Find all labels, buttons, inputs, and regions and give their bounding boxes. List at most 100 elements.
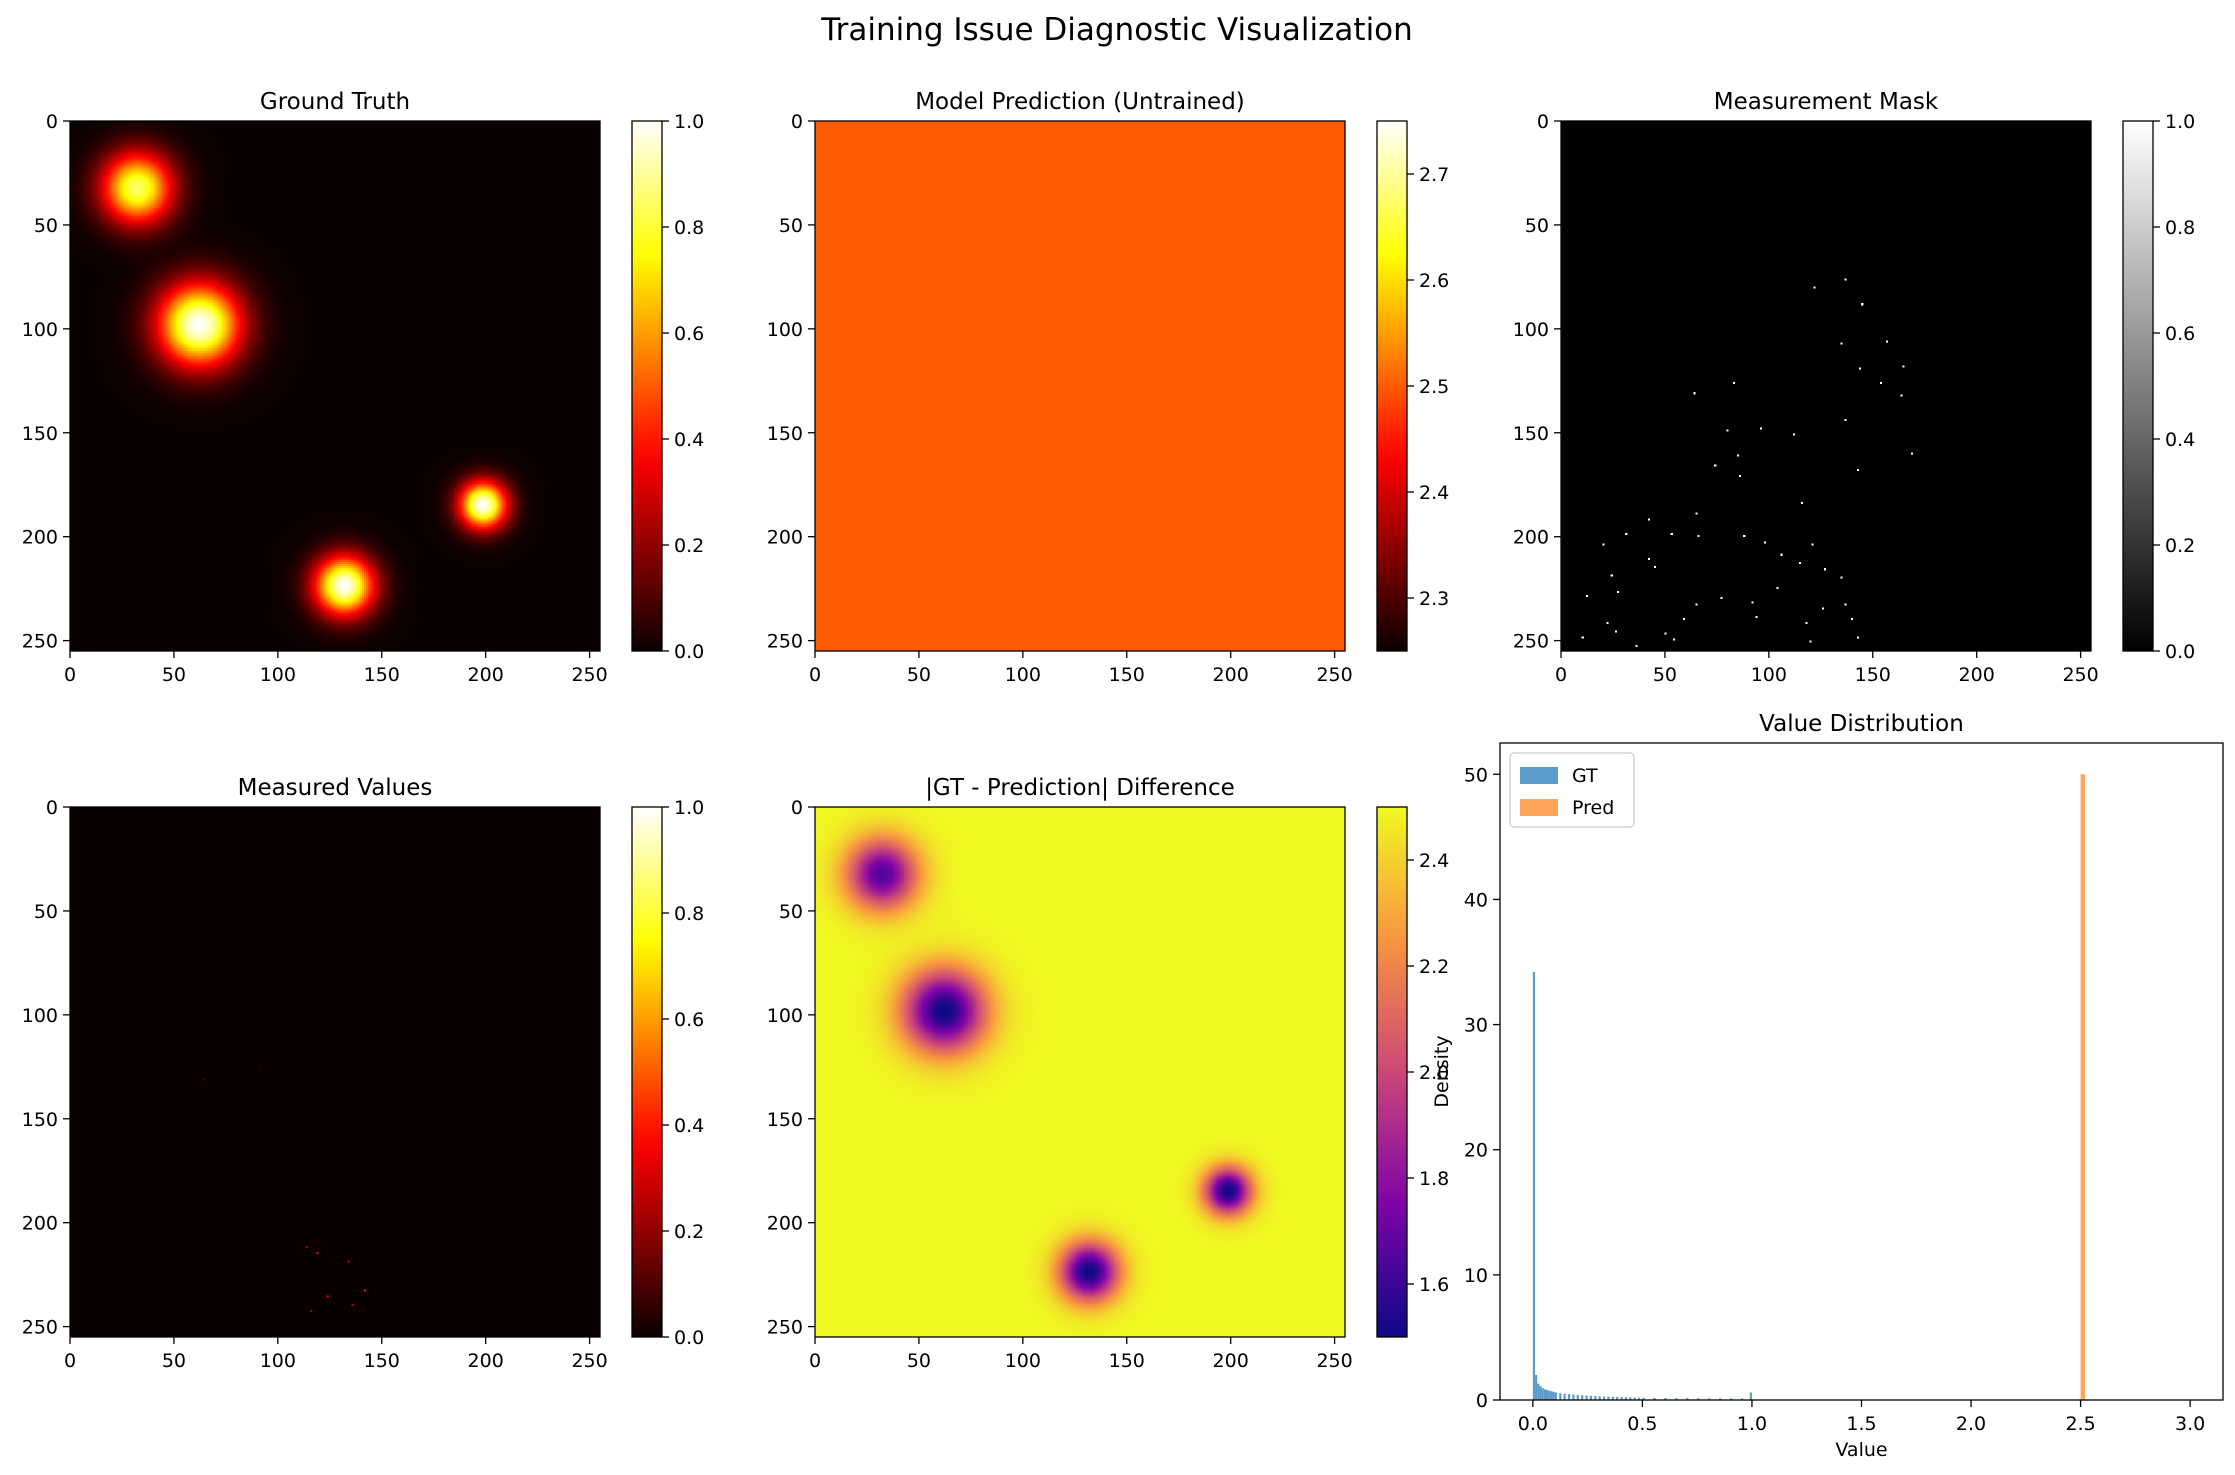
legend-swatch-pred bbox=[1520, 799, 1558, 816]
measured-colorbar-tick-label: 1.0 bbox=[674, 797, 704, 819]
diff-colorbar-tick-label: 2.4 bbox=[1419, 850, 1449, 872]
measured-y-tick-label: 250 bbox=[22, 1317, 58, 1339]
hist-bar-gt bbox=[1616, 1396, 1619, 1400]
gt-y-tick-label: 250 bbox=[22, 631, 58, 653]
gt-x-tick-label: 200 bbox=[468, 664, 504, 686]
hist-bar-gt bbox=[1550, 1391, 1553, 1400]
mask-colorbar-tick-label: 0.4 bbox=[2165, 429, 2195, 451]
hist-bar-gt bbox=[1581, 1395, 1584, 1400]
gt-x-tick-label: 50 bbox=[162, 664, 186, 686]
gt-y-tick-label: 0 bbox=[46, 111, 58, 133]
mask-y-tick-label: 250 bbox=[1513, 631, 1549, 653]
hist-bar-gt bbox=[1633, 1397, 1636, 1400]
gt-frame bbox=[69, 120, 601, 652]
pred-x-tick-label: 0 bbox=[809, 664, 821, 686]
mask-x-tick-label: 150 bbox=[1855, 664, 1891, 686]
pred-y-tick-label: 250 bbox=[767, 631, 803, 653]
diff-y-tick-label: 0 bbox=[791, 797, 803, 819]
measured-y-tick-label: 0 bbox=[46, 797, 58, 819]
hist-x-tick-label: 3.0 bbox=[2175, 1413, 2205, 1435]
pred-y-tick-label: 150 bbox=[767, 423, 803, 445]
hist-bar-gt bbox=[1535, 1374, 1538, 1400]
hist-legend: GT Pred bbox=[1509, 752, 1635, 828]
measured-x-tick-label: 0 bbox=[64, 1350, 76, 1372]
hist-y-tick-label: 40 bbox=[1464, 889, 1488, 911]
diff-x-tick-label: 50 bbox=[907, 1350, 931, 1372]
pred-x-tick-label: 250 bbox=[1316, 664, 1352, 686]
gt-image bbox=[70, 121, 600, 651]
hist-bar-gt bbox=[1563, 1393, 1566, 1400]
hist-bar-gt bbox=[1607, 1396, 1610, 1400]
diff-title: |GT - Prediction| Difference bbox=[925, 775, 1235, 801]
hist-bar-gt bbox=[1602, 1396, 1606, 1400]
hist-y-tick-label: 30 bbox=[1464, 1015, 1488, 1037]
gt-y-tick-label: 150 bbox=[22, 423, 58, 445]
mask-image bbox=[1561, 121, 2091, 651]
hist-bar-gt bbox=[1541, 1388, 1544, 1400]
gt-x-tick-label: 150 bbox=[364, 664, 400, 686]
measured-colorbar-tick-label: 0.8 bbox=[674, 903, 704, 925]
diff-colorbar-tick-label: 2.0 bbox=[1419, 1062, 1449, 1084]
gt-title: Ground Truth bbox=[260, 89, 410, 115]
hist-bar-gt bbox=[1686, 1398, 1689, 1400]
hist-bar-gt bbox=[1741, 1398, 1744, 1400]
mask-colorbar-tick-label: 1.0 bbox=[2165, 111, 2195, 133]
diff-x-tick-label: 200 bbox=[1213, 1350, 1249, 1372]
measured-colorbar-tick-label: 0.0 bbox=[674, 1327, 704, 1349]
pred-x-tick-label: 150 bbox=[1109, 664, 1145, 686]
measured-x-tick-label: 50 bbox=[162, 1350, 186, 1372]
hist-bar-gt bbox=[1539, 1386, 1542, 1400]
diff-x-tick-label: 0 bbox=[809, 1350, 821, 1372]
measured-colorbar bbox=[631, 806, 663, 1338]
hist-bar-gt bbox=[1638, 1397, 1641, 1400]
hist-bar-gt bbox=[1664, 1397, 1667, 1400]
measured-image bbox=[70, 807, 600, 1337]
measured-colorbar-tick-label: 0.2 bbox=[674, 1221, 704, 1243]
hist-bar-gt bbox=[1719, 1398, 1722, 1400]
gt-y-tick-label: 100 bbox=[22, 319, 58, 341]
hist-x-label: Value bbox=[1835, 1439, 1887, 1461]
hist-bar-gt bbox=[1546, 1389, 1549, 1400]
gt-colorbar-tick-label: 0.2 bbox=[674, 535, 704, 557]
hist-bar-gt bbox=[1567, 1394, 1571, 1400]
gt-colorbar bbox=[631, 120, 663, 652]
mask-colorbar-tick-label: 0.8 bbox=[2165, 217, 2195, 239]
mask-x-tick-label: 50 bbox=[1653, 664, 1677, 686]
measured-x-tick-label: 200 bbox=[468, 1350, 504, 1372]
mask-y-tick-label: 200 bbox=[1513, 527, 1549, 549]
pred-y-tick-label: 50 bbox=[779, 215, 803, 237]
mask-x-tick-label: 100 bbox=[1751, 664, 1787, 686]
diff-colorbar-tick-label: 1.6 bbox=[1419, 1274, 1449, 1296]
hist-bar-gt bbox=[1697, 1398, 1700, 1400]
mask-title: Measurement Mask bbox=[1714, 89, 1939, 115]
hist-bar-gt bbox=[1548, 1390, 1551, 1400]
hist-x-tick-label: 1.5 bbox=[1846, 1413, 1876, 1435]
pred-image bbox=[815, 121, 1345, 651]
hist-bar-gt bbox=[1576, 1394, 1579, 1400]
hist-bar-gt bbox=[1554, 1392, 1557, 1400]
measured-y-tick-label: 150 bbox=[22, 1109, 58, 1131]
hist-bar-gt bbox=[1589, 1395, 1593, 1400]
measured-x-tick-label: 250 bbox=[571, 1350, 607, 1372]
mask-panel: Measurement Mask 0 50 100 150 200 250 0 50 100 150… bbox=[1513, 89, 2195, 686]
hist-y-tick-label: 50 bbox=[1464, 764, 1488, 786]
pred-y-tick-label: 100 bbox=[767, 319, 803, 341]
hist-x-tick-label: 1.0 bbox=[1737, 1413, 1767, 1435]
mask-y-tick-label: 50 bbox=[1525, 215, 1549, 237]
hist-x-tick-label: 2.5 bbox=[2065, 1413, 2095, 1435]
gt-y-tick-label: 50 bbox=[34, 215, 58, 237]
gt-panel: Ground Truth 0 50 100 150 200 250 0 50 100 150 200 2… bbox=[22, 89, 704, 686]
diff-panel: |GT - Prediction| Difference 0 50 100 150 200… bbox=[767, 775, 1449, 1372]
mask-y-tick-label: 0 bbox=[1537, 111, 1549, 133]
pred-x-tick-label: 200 bbox=[1213, 664, 1249, 686]
pred-y-tick-label: 200 bbox=[767, 527, 803, 549]
hist-x-tick-label: 0.5 bbox=[1627, 1413, 1657, 1435]
mask-x-tick-label: 250 bbox=[2062, 664, 2098, 686]
gt-x-tick-label: 100 bbox=[260, 664, 296, 686]
hist-bar-gt bbox=[1598, 1396, 1601, 1400]
hist-bar-gt bbox=[1624, 1397, 1628, 1400]
diff-y-tick-label: 150 bbox=[767, 1109, 803, 1131]
hist-y-tick-label: 20 bbox=[1464, 1140, 1488, 1162]
gt-colorbar-tick-label: 0.4 bbox=[674, 429, 704, 451]
